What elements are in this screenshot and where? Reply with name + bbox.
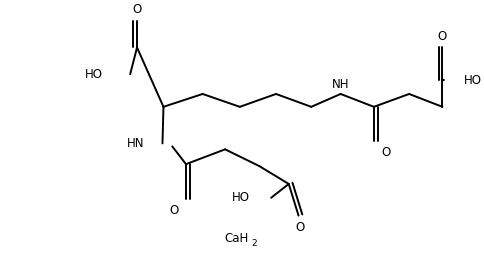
Text: HO: HO <box>85 68 103 81</box>
Text: CaH: CaH <box>225 232 249 245</box>
Text: HO: HO <box>464 74 482 87</box>
Text: O: O <box>133 3 142 16</box>
Text: HN: HN <box>127 137 145 150</box>
Text: O: O <box>382 146 391 159</box>
Text: 2: 2 <box>252 239 257 248</box>
Text: NH: NH <box>332 78 349 91</box>
Text: O: O <box>169 204 178 217</box>
Text: O: O <box>296 221 305 233</box>
Text: O: O <box>438 29 447 43</box>
Text: HO: HO <box>232 191 250 204</box>
